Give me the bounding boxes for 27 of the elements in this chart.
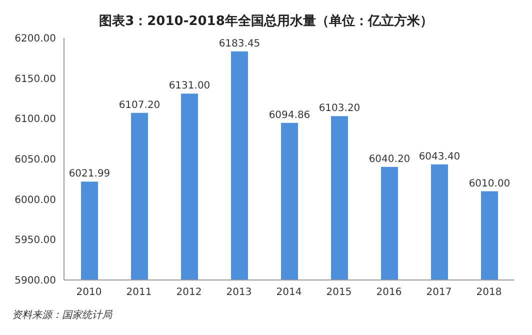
y-tick-label: 6000.00 (14, 194, 56, 206)
x-tick-label: 2017 (426, 287, 452, 298)
data-label: 6043.40 (418, 151, 460, 162)
x-tick-label: 2010 (76, 287, 102, 298)
x-tick-label: 2018 (476, 287, 502, 298)
x-tick-label: 2012 (176, 287, 202, 298)
y-tick-label: 5950.00 (14, 235, 56, 246)
x-tick-label: 2013 (226, 287, 252, 298)
x-tick-label: 2015 (326, 287, 352, 298)
y-tick-label: 6200.00 (14, 34, 56, 45)
x-tick-label: 2011 (126, 287, 152, 298)
x-tick-label: 2014 (276, 287, 302, 298)
data-label: 6107.20 (118, 100, 160, 111)
data-label: 6010.00 (468, 178, 510, 190)
data-label: 6103.20 (318, 103, 360, 114)
y-tick-label: 6050.00 (14, 154, 56, 166)
data-label: 6183.45 (218, 38, 260, 50)
data-label: 6040.20 (368, 154, 410, 165)
data-label: 6094.86 (268, 110, 310, 121)
text: 资料来源：国家统计局 (11, 308, 114, 322)
y-tick-label: 6150.00 (14, 74, 56, 85)
y-tick-label: 5900.00 (14, 276, 56, 287)
y-tick-label: 6100.00 (14, 114, 56, 126)
data-label: 6131.00 (168, 80, 210, 92)
x-tick-label: 2016 (376, 287, 402, 298)
chart-title: 图表3：2010-2018年全国总用水量（单位：亿立方米） (98, 12, 434, 31)
data-label: 6021.99 (68, 168, 110, 180)
